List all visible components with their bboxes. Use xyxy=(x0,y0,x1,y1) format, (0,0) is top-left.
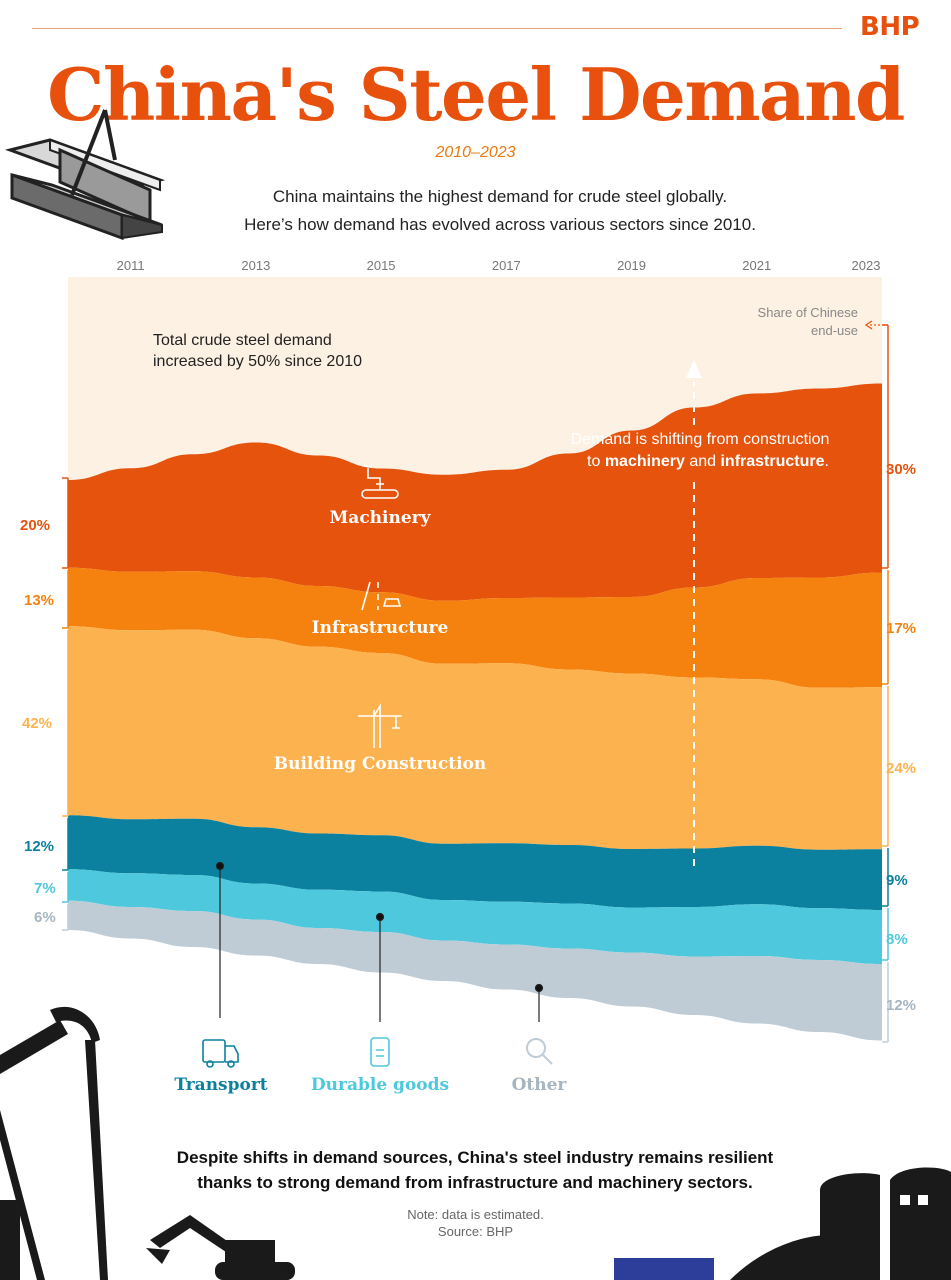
right-share-brackets xyxy=(882,324,889,1043)
top-divider xyxy=(32,28,842,29)
x-tick-label: 2023 xyxy=(852,258,881,273)
start-share-labels: 20% 13% 42% 12% 7% 6% xyxy=(20,517,56,926)
share-arrow-icon xyxy=(864,320,888,330)
total-demand-line-1: Total crude steel demand xyxy=(153,332,332,349)
series-area-transport xyxy=(68,815,882,910)
refinery-silhouette xyxy=(730,1167,951,1280)
period-subtitle: 2010–2023 xyxy=(435,144,516,161)
x-tick-label: 2019 xyxy=(617,258,646,273)
series-area-building-construction xyxy=(68,626,882,850)
series-area-other xyxy=(68,900,882,1041)
shift-note-mid: and xyxy=(685,453,721,470)
x-tick-label: 2011 xyxy=(117,258,145,273)
start-share-machinery: 20% xyxy=(20,517,50,534)
road-car-icon xyxy=(361,581,402,611)
bhp-book-thumbnail xyxy=(614,1258,714,1280)
series-area-durable-goods xyxy=(68,869,882,964)
category-label-other: Other xyxy=(512,1075,568,1095)
end-share-transport: 9% xyxy=(886,872,908,889)
intro-line-1: China maintains the highest demand for c… xyxy=(272,187,728,206)
share-label-line-2: end-use xyxy=(811,323,858,338)
end-share-machinery: 30% xyxy=(886,461,916,478)
total-demand-line-2: increased by 50% since 2010 xyxy=(153,353,362,370)
crane-icon xyxy=(358,703,402,748)
intro-line-2: Here’s how demand has evolved across var… xyxy=(244,215,756,234)
end-share-labels: 30% 17% 24% 9% 8% 12% xyxy=(886,461,916,1014)
shift-note-line-1: Demand is shifting from construction xyxy=(571,431,830,448)
page-title: China's Steel Demand xyxy=(47,52,905,137)
end-share-other: 12% xyxy=(886,997,916,1014)
conclusion-line-1: Despite shifts in demand sources, China'… xyxy=(176,1148,774,1167)
start-share-building: 42% xyxy=(22,715,52,732)
footnote-source: Source: BHP xyxy=(437,1224,514,1239)
phone-icon xyxy=(370,1037,390,1067)
magnifier-icon xyxy=(526,1038,553,1065)
robot-arm-icon xyxy=(361,465,399,499)
footnote: Note: data is estimated. Source: BHP xyxy=(0,1206,951,1240)
series-area-infrastructure xyxy=(68,567,882,688)
brand-logo: BHP xyxy=(860,12,920,42)
x-axis-labels: 2011 2013 2015 2017 2019 2021 2023 xyxy=(117,258,881,273)
share-label-line-1: Share of Chinese xyxy=(758,305,858,320)
leader-lines xyxy=(215,861,544,1022)
shift-note-bold-2: infrastructure xyxy=(720,453,824,470)
x-tick-label: 2013 xyxy=(241,258,270,273)
conclusion-line-2: thanks to strong demand from infrastruct… xyxy=(197,1173,753,1192)
end-share-infrastructure: 17% xyxy=(886,620,916,637)
steel-beam-illustration xyxy=(4,109,166,241)
shift-note-bold-1: machinery xyxy=(605,453,685,470)
intro-text: China maintains the highest demand for c… xyxy=(120,183,880,239)
end-share-building: 24% xyxy=(886,760,916,777)
shift-note-post: . xyxy=(825,453,829,470)
category-label-transport: Transport xyxy=(174,1075,267,1095)
shift-note-line-2: to machinery and infrastructure. xyxy=(587,453,829,470)
conclusion-text: Despite shifts in demand sources, China'… xyxy=(90,1145,860,1195)
segment-label-building: Building Construction xyxy=(274,754,486,774)
end-share-durable: 8% xyxy=(886,931,908,948)
shift-arrow-icon xyxy=(686,360,702,866)
excavator-silhouette xyxy=(146,1215,295,1280)
segment-label-infrastructure: Infrastructure xyxy=(312,618,449,638)
truck-icon xyxy=(202,1039,239,1068)
left-share-brackets xyxy=(62,477,69,931)
start-share-transport: 12% xyxy=(24,838,54,855)
start-share-other: 6% xyxy=(34,909,56,926)
series-layer xyxy=(68,383,882,1041)
category-label-durable: Durable goods xyxy=(311,1075,449,1095)
oil-pump-silhouette xyxy=(0,1006,108,1280)
start-share-infrastructure: 13% xyxy=(24,592,54,609)
footnote-note: Note: data is estimated. xyxy=(407,1207,544,1222)
segment-label-machinery: Machinery xyxy=(329,508,431,528)
series-area-machinery xyxy=(68,383,882,601)
shift-note-pre: to xyxy=(587,453,605,470)
x-tick-label: 2015 xyxy=(367,258,396,273)
x-tick-label: 2021 xyxy=(742,258,771,273)
start-share-durable: 7% xyxy=(34,880,56,897)
x-tick-label: 2017 xyxy=(492,258,521,273)
